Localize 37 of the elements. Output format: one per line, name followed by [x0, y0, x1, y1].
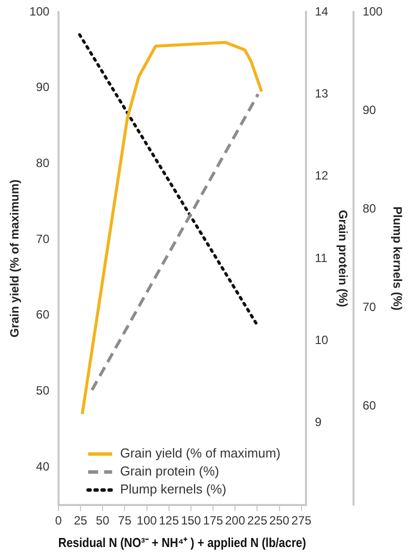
y-tick-label: 40	[36, 459, 50, 474]
x-tick-label: 0	[55, 514, 62, 528]
y2-axis-title: Grain protein (%)	[336, 210, 350, 308]
y3-tick-label: 70	[362, 300, 376, 314]
y3-tick-label: 60	[362, 398, 376, 413]
x-tick-label: 50	[96, 514, 110, 528]
x-tick-label: 150	[180, 514, 202, 528]
y-tick-label: 100	[29, 4, 50, 18]
x-tick-label: 25	[74, 514, 88, 528]
x-axis-title: Residual N (NO³⁻ + NH⁴⁺ ) + applied N (lb/acre)	[58, 535, 306, 550]
y2-tick-label: 14	[314, 4, 329, 18]
y2-tick-label: 11	[314, 250, 328, 265]
legend-label: Grain protein (%)	[120, 464, 220, 479]
x-tick-label: 275	[291, 514, 312, 528]
y2-tick-label: 12	[314, 168, 329, 183]
x-tick-label: 100	[136, 514, 158, 528]
x-tick-label: 125	[158, 514, 180, 528]
y3-tick-label: 80	[362, 202, 376, 216]
x-tick-label: 75	[118, 514, 132, 528]
y-tick-label: 90	[36, 80, 50, 94]
legend-label: Grain yield (% of maximum)	[120, 446, 280, 461]
x-tick-label: 175	[203, 514, 224, 528]
x-tick-label: 250	[269, 514, 290, 528]
y-tick-label: 60	[36, 308, 50, 322]
y2-tick-label: 9	[314, 415, 322, 430]
y3-tick-label: 90	[362, 102, 376, 117]
x-tick-label: 225	[247, 514, 268, 528]
y3-tick-label: 100	[362, 4, 383, 18]
y-axis-title: Grain yield (% of maximum)	[8, 179, 22, 338]
y3-axis-title: Plump kernels (%)	[390, 206, 404, 311]
y2-tick-label: 13	[314, 86, 329, 100]
legend-label: Plump kernels (%)	[120, 482, 226, 497]
y-tick-label: 50	[36, 384, 50, 398]
y-tick-label: 80	[36, 156, 50, 170]
x-tick-label: 200	[225, 514, 246, 528]
y2-tick-label: 10	[314, 332, 329, 347]
y-tick-label: 70	[36, 232, 50, 246]
